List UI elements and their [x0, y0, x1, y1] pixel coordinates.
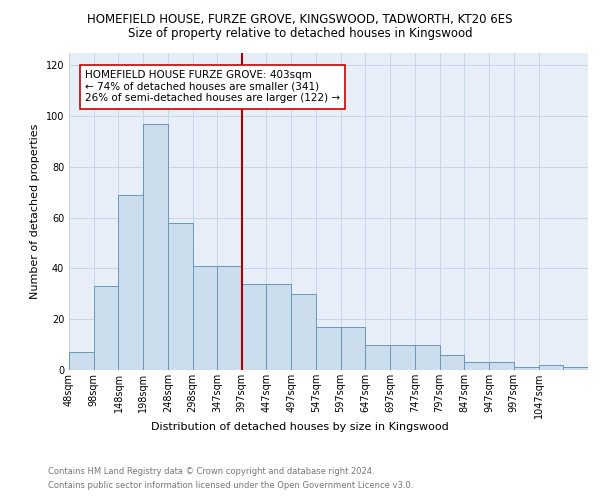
Bar	[242, 284, 266, 370]
Bar	[193, 266, 217, 370]
Bar	[415, 344, 440, 370]
Bar	[563, 368, 588, 370]
Bar	[390, 344, 415, 370]
Bar	[440, 355, 464, 370]
Bar	[143, 124, 168, 370]
Text: Contains public sector information licensed under the Open Government Licence v3: Contains public sector information licen…	[48, 481, 413, 490]
Bar	[464, 362, 489, 370]
Y-axis label: Number of detached properties: Number of detached properties	[30, 124, 40, 299]
Bar	[539, 365, 563, 370]
Text: HOMEFIELD HOUSE, FURZE GROVE, KINGSWOOD, TADWORTH, KT20 6ES: HOMEFIELD HOUSE, FURZE GROVE, KINGSWOOD,…	[87, 12, 513, 26]
Bar	[316, 327, 341, 370]
Bar	[118, 194, 143, 370]
Bar	[266, 284, 291, 370]
Bar	[489, 362, 514, 370]
Bar	[291, 294, 316, 370]
Bar	[365, 344, 390, 370]
Bar	[168, 222, 193, 370]
Bar	[94, 286, 118, 370]
Bar	[341, 327, 365, 370]
Bar	[69, 352, 94, 370]
Text: Contains HM Land Registry data © Crown copyright and database right 2024.: Contains HM Land Registry data © Crown c…	[48, 468, 374, 476]
Text: Distribution of detached houses by size in Kingswood: Distribution of detached houses by size …	[151, 422, 449, 432]
Text: HOMEFIELD HOUSE FURZE GROVE: 403sqm
← 74% of detached houses are smaller (341)
2: HOMEFIELD HOUSE FURZE GROVE: 403sqm ← 74…	[85, 70, 340, 104]
Text: Size of property relative to detached houses in Kingswood: Size of property relative to detached ho…	[128, 28, 472, 40]
Bar	[217, 266, 242, 370]
Bar	[514, 368, 539, 370]
